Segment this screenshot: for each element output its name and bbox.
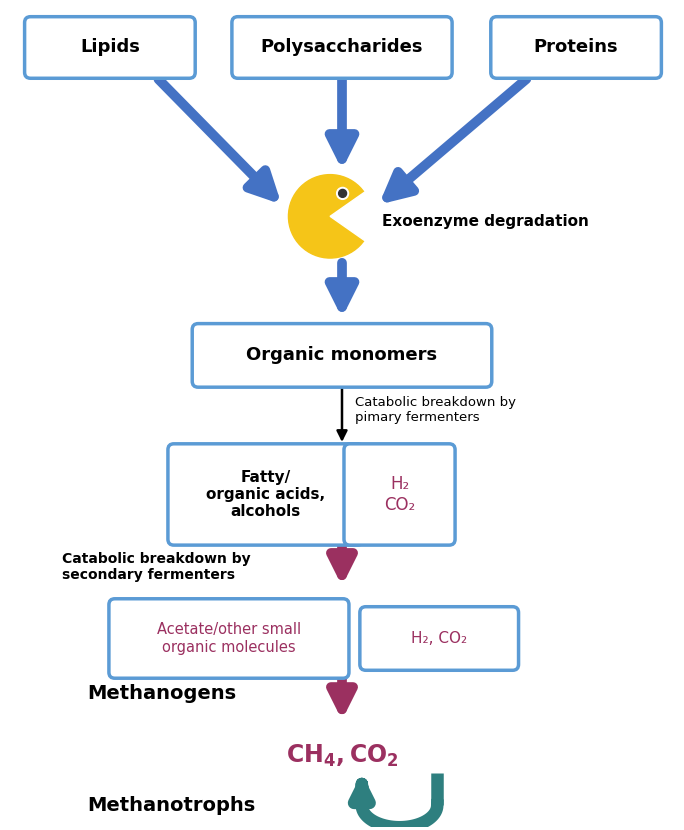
Text: Polysaccharides: Polysaccharides (261, 38, 423, 56)
Text: H₂
CO₂: H₂ CO₂ (384, 475, 415, 514)
Circle shape (339, 189, 347, 198)
FancyBboxPatch shape (109, 598, 349, 678)
Wedge shape (330, 191, 373, 242)
Circle shape (337, 188, 349, 199)
FancyBboxPatch shape (491, 17, 661, 78)
Text: H₂, CO₂: H₂, CO₂ (411, 631, 467, 646)
Text: Methanogens: Methanogens (87, 684, 236, 703)
Text: Proteins: Proteins (534, 38, 618, 56)
Text: Organic monomers: Organic monomers (246, 346, 438, 364)
FancyBboxPatch shape (25, 17, 195, 78)
FancyBboxPatch shape (360, 607, 518, 671)
Text: Acetate/other small
organic molecules: Acetate/other small organic molecules (157, 622, 301, 655)
Text: Lipids: Lipids (80, 38, 140, 56)
FancyBboxPatch shape (232, 17, 452, 78)
FancyBboxPatch shape (344, 444, 455, 545)
Text: Methanotrophs: Methanotrophs (87, 796, 255, 815)
Text: Fatty/
organic acids,
alcohols: Fatty/ organic acids, alcohols (206, 470, 325, 520)
Text: Catabolic breakdown by
pimary fermenters: Catabolic breakdown by pimary fermenters (355, 396, 516, 424)
Text: $\mathbf{CH_4, CO_2}$: $\mathbf{CH_4, CO_2}$ (286, 743, 398, 769)
FancyBboxPatch shape (168, 444, 363, 545)
FancyBboxPatch shape (192, 324, 492, 387)
Text: Exoenzyme degradation: Exoenzyme degradation (382, 214, 588, 229)
Circle shape (289, 174, 372, 258)
Text: Catabolic breakdown by
secondary fermenters: Catabolic breakdown by secondary ferment… (62, 552, 251, 582)
